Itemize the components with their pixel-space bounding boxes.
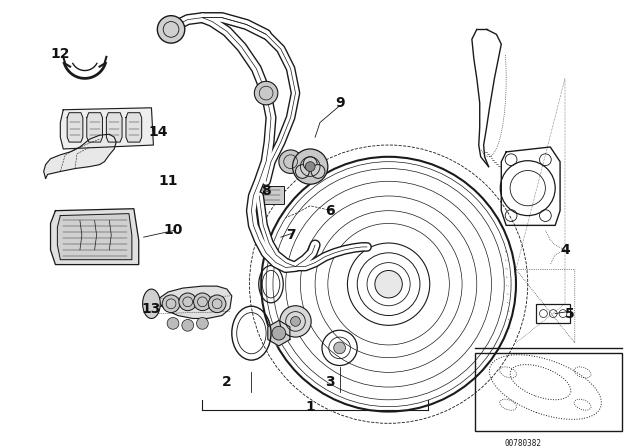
- Bar: [256, 186, 284, 204]
- Text: 6: 6: [325, 204, 335, 218]
- Circle shape: [182, 319, 193, 331]
- Bar: [536, 304, 570, 323]
- Text: 8: 8: [261, 184, 271, 198]
- Text: 9: 9: [335, 96, 344, 110]
- Circle shape: [196, 318, 208, 329]
- Circle shape: [280, 306, 311, 337]
- Circle shape: [208, 295, 226, 313]
- Polygon shape: [126, 113, 141, 142]
- Circle shape: [162, 295, 180, 313]
- Circle shape: [375, 271, 403, 298]
- Circle shape: [254, 82, 278, 105]
- Polygon shape: [67, 113, 83, 142]
- Polygon shape: [58, 214, 132, 260]
- Circle shape: [333, 342, 346, 354]
- Text: 2: 2: [222, 375, 232, 389]
- Circle shape: [292, 149, 328, 184]
- Text: 13: 13: [142, 302, 161, 316]
- Text: 14: 14: [148, 125, 168, 139]
- Circle shape: [193, 293, 211, 310]
- Bar: [475, 353, 622, 431]
- Polygon shape: [87, 113, 102, 142]
- Polygon shape: [60, 108, 154, 149]
- Polygon shape: [268, 320, 290, 346]
- Circle shape: [311, 164, 325, 178]
- Text: 12: 12: [51, 47, 70, 61]
- Text: 4: 4: [560, 243, 570, 257]
- Polygon shape: [106, 113, 122, 142]
- Text: 11: 11: [158, 174, 178, 188]
- Text: 10: 10: [163, 223, 182, 237]
- Circle shape: [296, 164, 309, 178]
- Text: 5: 5: [565, 306, 575, 321]
- Text: 00780382: 00780382: [504, 439, 541, 448]
- Text: 3: 3: [325, 375, 335, 389]
- Polygon shape: [51, 209, 139, 265]
- Circle shape: [305, 162, 315, 172]
- Text: 1: 1: [305, 400, 315, 414]
- Polygon shape: [158, 286, 232, 319]
- Circle shape: [279, 150, 302, 173]
- Circle shape: [303, 157, 317, 171]
- Circle shape: [179, 293, 196, 310]
- Circle shape: [272, 326, 285, 340]
- Polygon shape: [44, 134, 116, 178]
- Text: 7: 7: [286, 228, 296, 242]
- Ellipse shape: [143, 289, 160, 319]
- Circle shape: [157, 16, 185, 43]
- Circle shape: [167, 318, 179, 329]
- Circle shape: [291, 316, 300, 326]
